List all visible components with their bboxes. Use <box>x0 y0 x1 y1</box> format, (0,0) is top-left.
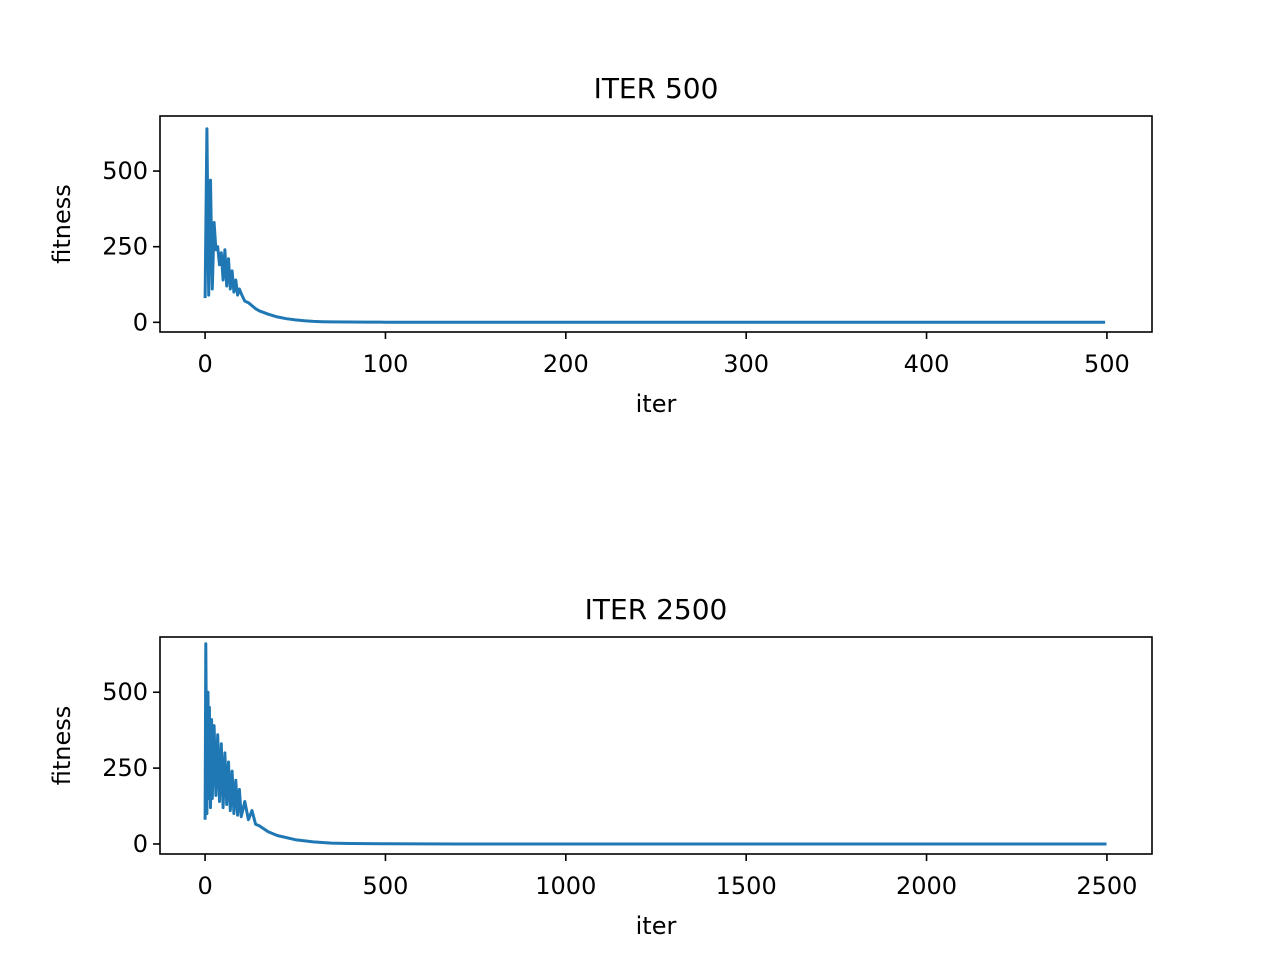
x-tick-label: 500 <box>363 872 409 900</box>
x-tick-label: 2500 <box>1076 872 1137 900</box>
y-tick-label: 0 <box>133 830 148 858</box>
x-tick-label: 500 <box>1084 350 1130 378</box>
series-line-1 <box>203 642 1107 846</box>
x-tick-label: 400 <box>904 350 950 378</box>
x-tick-label: 100 <box>363 350 409 378</box>
y-tick-label: 250 <box>102 754 148 782</box>
x-tick-label: 0 <box>197 872 212 900</box>
x-tick-label: 0 <box>197 350 212 378</box>
y-axis-label: fitness <box>48 184 76 264</box>
x-tick-label: 1500 <box>716 872 777 900</box>
x-tick-label: 300 <box>723 350 769 378</box>
chart-title: ITER 2500 <box>585 593 728 626</box>
axes-frame <box>159 115 1153 333</box>
subplot-1: ITER 500 0 100 200 300 400 500 0 250 500 iter fitne… <box>48 72 1153 418</box>
y-tick-label: 250 <box>102 233 148 261</box>
subplot-2: ITER 2500 0 500 1000 1500 2000 2500 0 250 500 iter… <box>48 593 1153 940</box>
chart-title: ITER 500 <box>594 72 719 105</box>
y-tick-label: 500 <box>102 157 148 185</box>
y-tick-label: 500 <box>102 678 148 706</box>
x-tick-label: 2000 <box>896 872 957 900</box>
y-tick-label: 0 <box>133 308 148 336</box>
x-axis-label: iter <box>636 390 677 418</box>
series-line-1 <box>203 127 1106 324</box>
y-axis-label: fitness <box>48 706 76 786</box>
x-axis-label: iter <box>636 912 677 940</box>
x-tick-label: 200 <box>543 350 589 378</box>
x-tick-label: 1000 <box>535 872 596 900</box>
axes-frame <box>159 636 1153 855</box>
